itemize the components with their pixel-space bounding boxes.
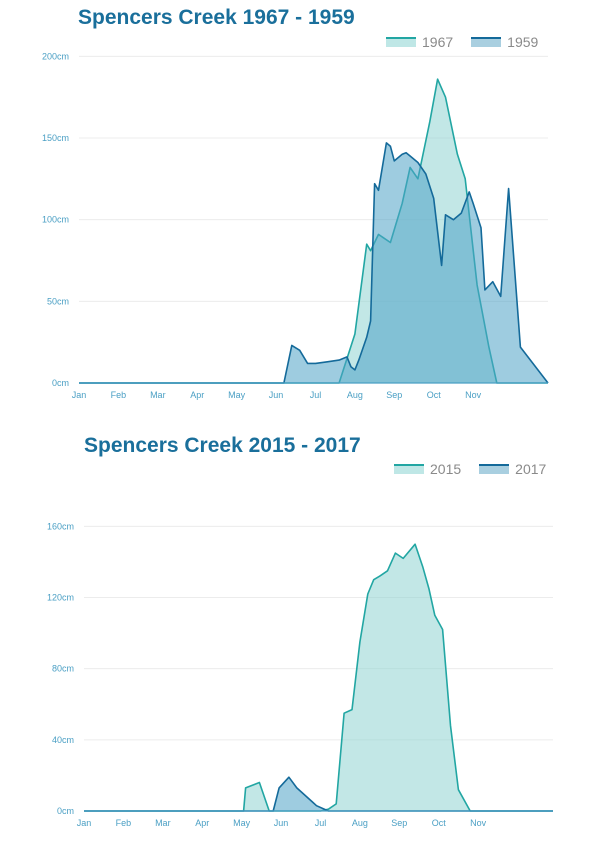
x-tick-label: Oct xyxy=(427,390,442,400)
series-line-2017[interactable] xyxy=(84,776,553,812)
y-tick-label: 40cm xyxy=(52,735,74,745)
chart-title: Spencers Creek 1967 - 1959 xyxy=(78,6,355,29)
legend-label-2017: 2017 xyxy=(515,461,547,477)
y-tick-label: 0cm xyxy=(52,378,69,388)
x-tick-label: Mar xyxy=(155,818,171,828)
y-tick-label: 150cm xyxy=(42,133,69,143)
legend-label-1967: 1967 xyxy=(422,34,454,50)
x-tick-label: May xyxy=(228,390,246,400)
x-tick-label: Oct xyxy=(432,818,447,828)
x-tick-label: Sep xyxy=(386,390,402,400)
y-tick-label: 50cm xyxy=(47,296,69,306)
x-tick-label: Nov xyxy=(470,818,487,828)
x-tick-label: Feb xyxy=(111,390,127,400)
x-tick-label: Jun xyxy=(269,390,284,400)
x-tick-label: Aug xyxy=(347,390,363,400)
x-tick-label: May xyxy=(233,818,251,828)
series-line-1959[interactable] xyxy=(79,142,549,384)
y-tick-label: 200cm xyxy=(42,51,69,61)
x-tick-label: Feb xyxy=(116,818,132,828)
x-tick-label: Apr xyxy=(190,390,204,400)
chart-panel-2015-2017: Spencers Creek 2015 - 2017 2015 2017 0cm… xyxy=(0,423,603,846)
legend-swatch-1967 xyxy=(386,37,416,47)
series-area-2015 xyxy=(84,544,553,811)
x-tick-label: Jan xyxy=(72,390,87,400)
series-area-1959 xyxy=(79,142,548,383)
x-tick-label: Jan xyxy=(77,818,92,828)
chart-legend: 1967 1959 xyxy=(386,34,538,50)
legend-label-1959: 1959 xyxy=(507,34,539,50)
x-tick-label: Jul xyxy=(315,818,327,828)
x-tick-label: Aug xyxy=(352,818,368,828)
chart-title: Spencers Creek 2015 - 2017 xyxy=(84,434,361,457)
legend-swatch-2017 xyxy=(479,464,510,474)
x-tick-label: Nov xyxy=(465,390,482,400)
x-tick-label: Apr xyxy=(195,818,209,828)
legend-swatch-2015 xyxy=(394,464,424,474)
series-line-2015[interactable] xyxy=(84,543,553,812)
legend-label-2015: 2015 xyxy=(430,461,462,477)
chart-plot-area: 0cm 50cm 100cm 150cm 200cm Jan Feb Mar Apr May Jun… xyxy=(42,51,549,400)
y-tick-label: 80cm xyxy=(52,664,74,674)
x-tick-label: Mar xyxy=(150,390,166,400)
x-tick-label: Jun xyxy=(274,818,289,828)
chart-panel-1967-1959: Spencers Creek 1967 - 1959 1967 1959 0cm… xyxy=(0,0,603,420)
legend-item-2015[interactable]: 2015 xyxy=(394,461,461,477)
legend-swatch-1959 xyxy=(471,37,502,47)
chart-legend: 2015 2017 xyxy=(394,461,546,477)
chart-plot-area: 0cm 40cm 80cm 120cm 160cm Jan Feb Mar Apr May Jun J… xyxy=(47,521,553,828)
y-tick-label: 0cm xyxy=(57,806,74,816)
legend-item-1959[interactable]: 1959 xyxy=(471,34,538,50)
y-tick-label: 120cm xyxy=(47,593,74,603)
legend-item-2017[interactable]: 2017 xyxy=(479,461,546,477)
y-tick-label: 100cm xyxy=(42,215,69,225)
y-tick-label: 160cm xyxy=(47,521,74,531)
legend-item-1967[interactable]: 1967 xyxy=(386,34,453,50)
x-tick-label: Sep xyxy=(391,818,407,828)
x-tick-label: Jul xyxy=(310,390,322,400)
